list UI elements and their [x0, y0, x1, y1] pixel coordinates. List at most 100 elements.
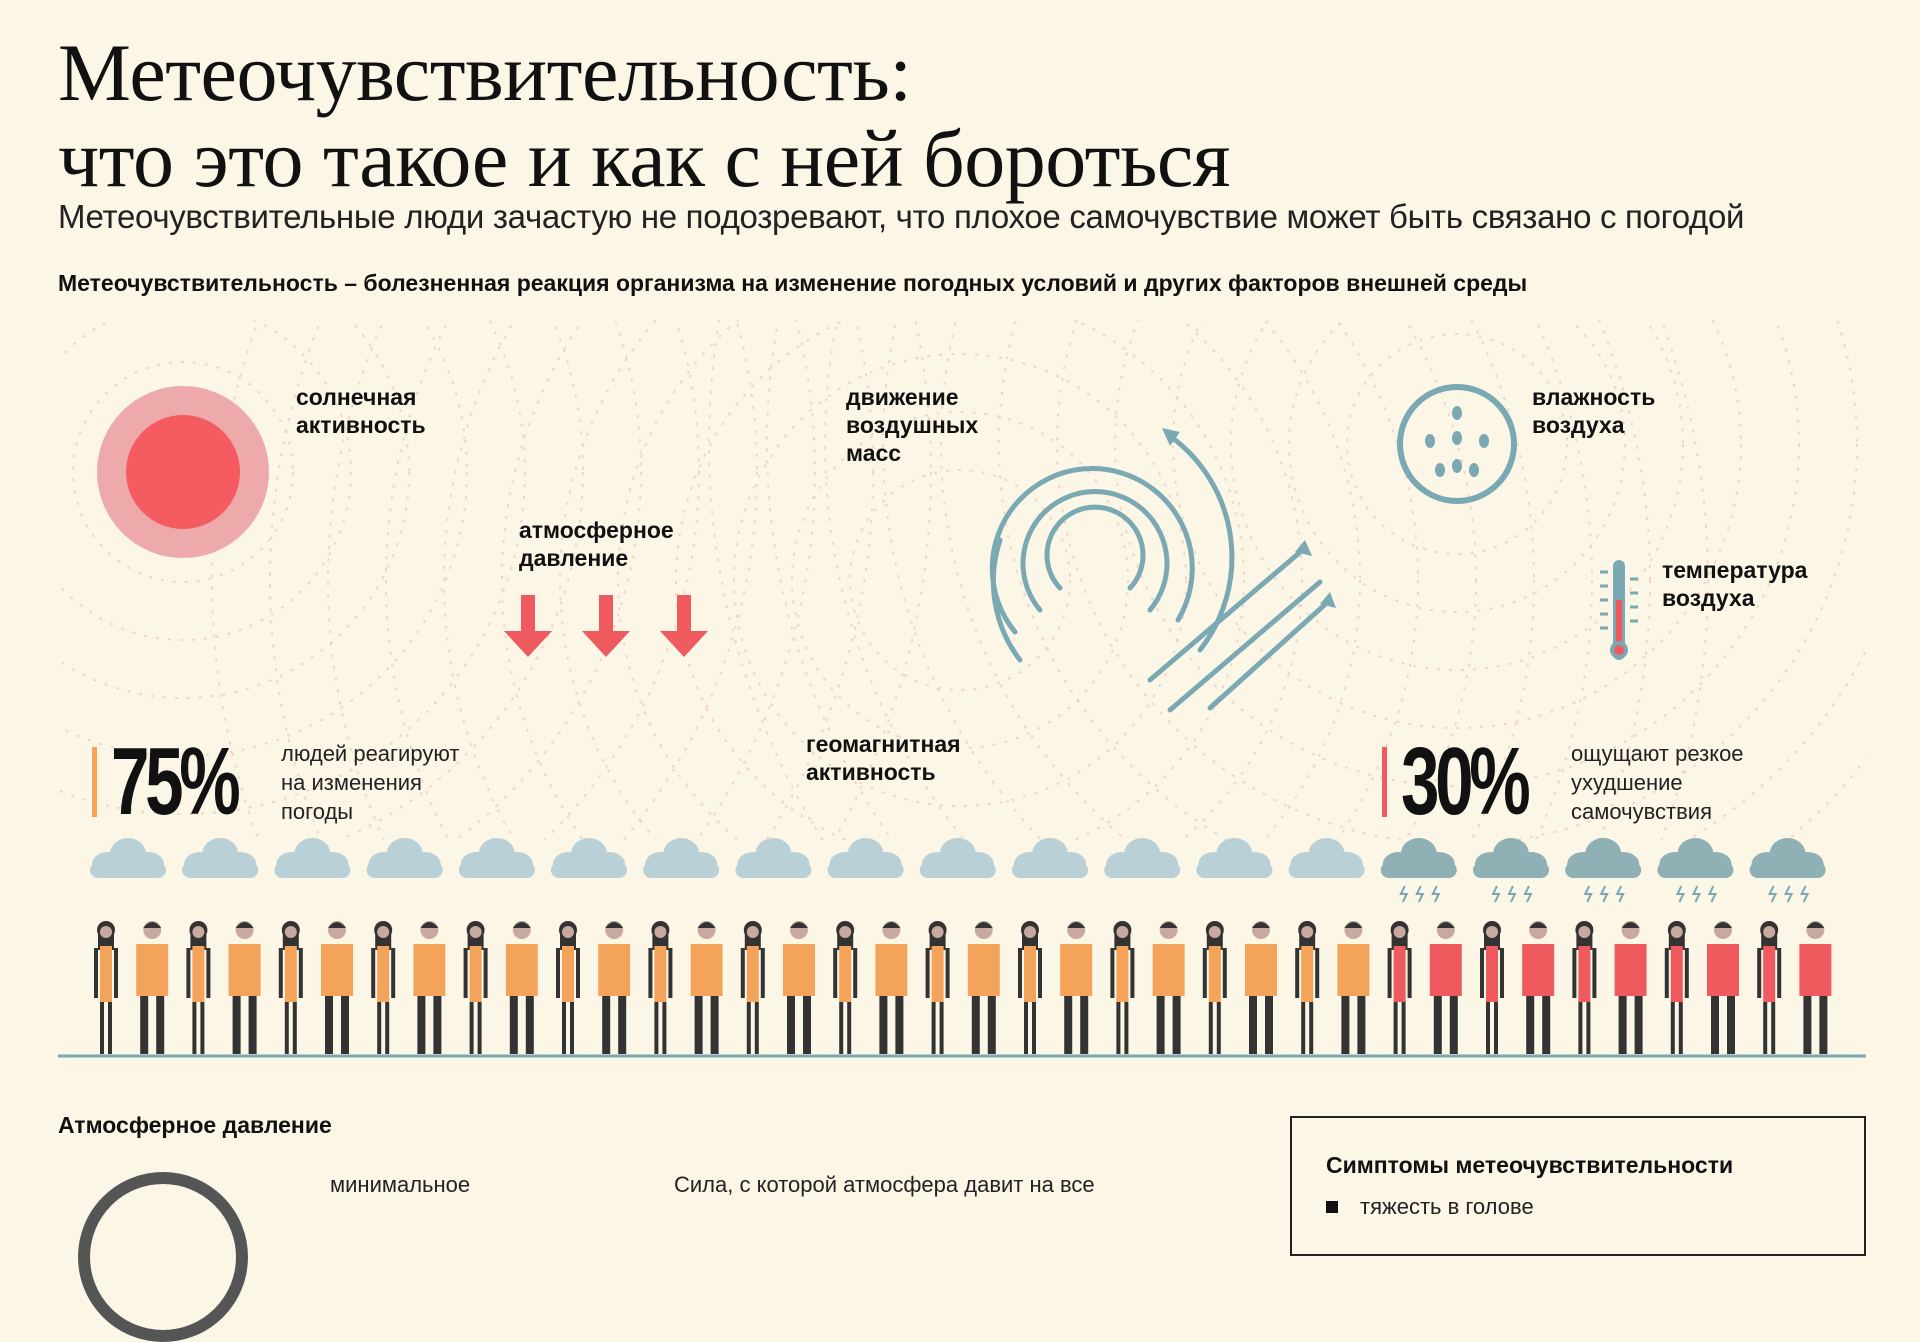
- cloud-icon: [643, 838, 720, 878]
- cloud-icon: [90, 838, 166, 878]
- label-air-masses: движение воздушных масс: [846, 384, 979, 466]
- ripple-ring: [1346, 333, 1568, 555]
- ripple-ring: [791, 411, 1129, 749]
- person-icon: [1799, 921, 1832, 1054]
- cloud-icon: [551, 838, 627, 878]
- ripple-ring: [617, 320, 1303, 840]
- person-icon: [833, 921, 858, 1054]
- ripple-ring: [58, 320, 352, 641]
- person-icon: [598, 921, 631, 1054]
- down-arrow-icon: [504, 595, 552, 657]
- ripple-ring: [443, 320, 1477, 840]
- symptoms-heading: Симптомы метеочувствительности: [1326, 1152, 1734, 1178]
- person-icon: [463, 921, 488, 1054]
- ripple-ring: [269, 320, 1651, 840]
- down-arrow-icon: [660, 595, 708, 657]
- ripple-ring: [1056, 320, 1858, 840]
- down-arrow-icon: [582, 595, 630, 657]
- stat-accent-bar: [1382, 747, 1387, 817]
- ripple-ring: [336, 320, 584, 840]
- stat-accent-bar: [92, 747, 97, 817]
- person-icon: [1522, 921, 1555, 1054]
- person-icon: [1480, 921, 1504, 1054]
- person-icon: [740, 921, 765, 1054]
- ripple-ring: [1230, 320, 1684, 671]
- person-icon: [1614, 921, 1647, 1054]
- background-ripples: [58, 320, 1866, 840]
- ripple-ring: [211, 320, 1709, 840]
- person-icon: [413, 921, 446, 1054]
- ripple-ring: [1172, 320, 1742, 729]
- stat-value: 30%: [1401, 728, 1531, 835]
- symptom-item: тяжесть в голове: [1326, 1194, 1534, 1220]
- pressure-gauge-icon: [78, 1172, 248, 1342]
- cloud-icon: [919, 838, 996, 878]
- cloud-icon: [735, 838, 812, 878]
- title-line-1: Метеочувствительность:: [58, 27, 912, 118]
- ripple-ring: [765, 320, 874, 840]
- person-icon: [505, 921, 538, 1054]
- cloud-icon: [458, 838, 535, 878]
- ripple-ring: [543, 320, 700, 840]
- storm-cloud-icon: [1380, 838, 1457, 903]
- ripple-ring: [453, 320, 642, 840]
- cloud-icon: [274, 838, 351, 878]
- storm-cloud-icon: [1473, 838, 1549, 903]
- sun-icon: [97, 386, 269, 558]
- person-icon: [228, 921, 261, 1054]
- ripple-ring: [1114, 320, 1800, 787]
- ripple-ring: [940, 320, 1866, 840]
- ripple-ring: [58, 320, 468, 757]
- cloud-icon: [827, 838, 904, 878]
- person-icon: [1337, 921, 1370, 1054]
- person-icon: [648, 921, 673, 1054]
- cloud-icon: [182, 838, 259, 878]
- pressure-arrows: [504, 595, 708, 657]
- force-text: Сила, с которой атмосфера давит на все: [674, 1172, 1095, 1197]
- person-icon: [1387, 921, 1412, 1054]
- ripple-ring: [58, 320, 410, 699]
- ripple-ring: [1288, 320, 1626, 613]
- person-icon: [186, 921, 211, 1054]
- people-row: [94, 921, 1832, 1054]
- symptoms-box: Симптомы метеочувствительности тяжесть в…: [1290, 1116, 1866, 1256]
- person-icon: [1572, 921, 1597, 1054]
- cloud-icon: [1104, 838, 1181, 878]
- symptom-text: тяжесть в голове: [1360, 1194, 1534, 1219]
- wind-swirl-icon: [989, 428, 1336, 713]
- person-icon: [925, 921, 950, 1054]
- person-icon: [783, 921, 815, 1054]
- person-icon: [371, 921, 396, 1054]
- ripple-ring: [327, 320, 1593, 840]
- ripple-ring: [58, 320, 526, 815]
- cloud-icon: [366, 838, 443, 878]
- section-heading-pressure: Атмосферное давление: [58, 1112, 332, 1138]
- ripple-ring: [72, 361, 294, 583]
- title-line-2: что это такое и как с ней бороться: [58, 113, 1231, 204]
- ripple-ring: [559, 320, 1361, 840]
- person-icon: [1295, 921, 1320, 1054]
- ripple-ring: [849, 469, 1071, 691]
- stat-text: людей реагируют на изменения погоды: [281, 740, 460, 824]
- person-icon: [1707, 921, 1739, 1054]
- label-geomagnetic-activity: геомагнитная активность: [806, 731, 961, 785]
- person-icon: [1429, 921, 1462, 1054]
- stat-30: 30% ощущают резкое ухудшение самочувстви…: [1382, 734, 1744, 830]
- humidity-drops-icon: [1397, 384, 1517, 504]
- ripple-ring: [385, 320, 1535, 840]
- person-icon: [1245, 921, 1277, 1054]
- person-icon: [321, 921, 353, 1054]
- person-icon: [1152, 921, 1185, 1054]
- person-icon: [136, 921, 169, 1054]
- ripple-ring: [675, 320, 1245, 840]
- person-icon: [556, 921, 580, 1054]
- person-icon: [690, 921, 723, 1054]
- ripple-ring: [501, 320, 1419, 840]
- page-title: Метеочувствительность: что это такое и к…: [58, 27, 1231, 204]
- cloud-icon: [1012, 838, 1088, 878]
- definition: Метеочувствительность – болезненная реак…: [58, 270, 1528, 296]
- ripple-ring: [695, 320, 816, 840]
- thermometer-icon: [1600, 560, 1638, 660]
- person-icon: [967, 921, 1000, 1054]
- storm-cloud-icon: [1565, 838, 1642, 903]
